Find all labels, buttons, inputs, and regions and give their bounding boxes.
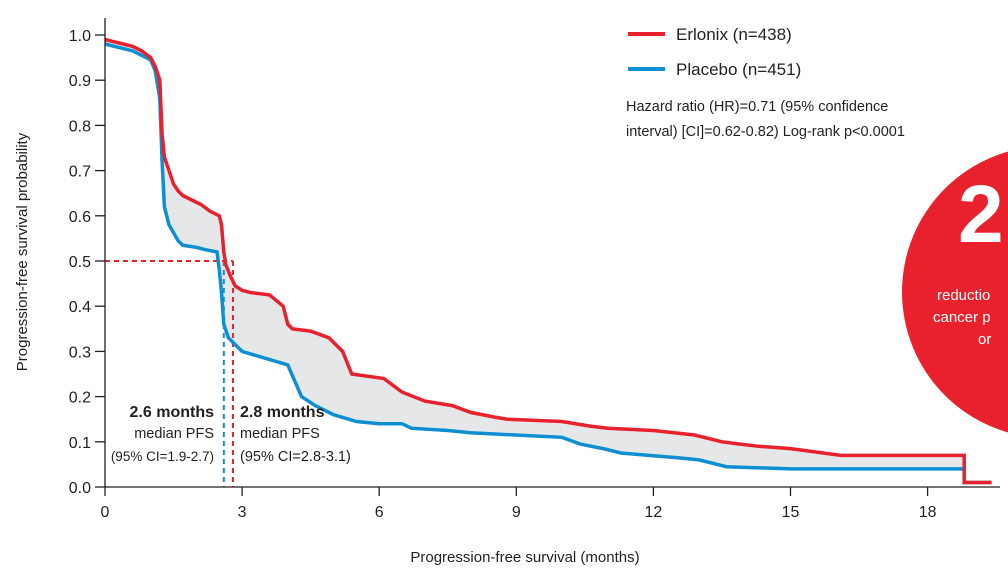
x-axis-title: Progression-free survival (months): [410, 549, 639, 566]
median-label-erlonix: 2.8 months median PFS (95% CI=2.8-3.1): [240, 404, 351, 465]
y-axis-ticks: 0.0 0.1 0.2 0.3 0.4 0.5 0.6 0.7 0.8 0.9 1.0: [69, 28, 105, 497]
y-tick-label: 0.4: [69, 299, 91, 316]
y-tick-label: 0.1: [69, 435, 91, 452]
x-tick-label: 6: [375, 504, 384, 521]
y-tick-label: 0.8: [69, 118, 91, 135]
x-tick-label: 12: [645, 504, 663, 521]
median-ci-placebo: (95% CI=1.9-2.7): [111, 449, 214, 464]
legend-label-placebo: Placebo (n=451): [676, 60, 801, 79]
y-tick-label: 0.0: [69, 480, 91, 497]
hazard-ratio-line-2: interval) [CI]=0.62-0.82) Log-rank p<0.0…: [626, 124, 905, 140]
series-line-erlonix: [104, 37, 992, 485]
y-tick-label: 0.5: [69, 254, 91, 271]
y-axis-title: Progression-free survival probability: [14, 132, 31, 371]
difference-fill: [105, 39, 992, 483]
median-sub-erlonix: median PFS: [240, 426, 320, 442]
y-tick-label: 0.9: [69, 73, 91, 90]
x-tick-label: 18: [919, 504, 937, 521]
median-value-erlonix: 2.8 months: [240, 404, 325, 421]
badge-number: 2: [958, 169, 1004, 260]
badge-line-1: reductio: [937, 287, 990, 304]
median-sub-placebo: median PFS: [134, 426, 214, 442]
x-tick-label: 15: [782, 504, 800, 521]
y-tick-label: 0.6: [69, 209, 91, 226]
badge-circle: [902, 151, 1008, 433]
y-tick-label: 0.3: [69, 344, 91, 361]
y-tick-label: 0.7: [69, 164, 91, 181]
y-tick-label: 0.2: [69, 390, 91, 407]
median-ci-erlonix: (95% CI=2.8-3.1): [240, 449, 351, 465]
hazard-ratio-line-1: Hazard ratio (HR)=0.71 (95% confidence: [626, 99, 888, 115]
badge-line-2: cancer p: [933, 309, 991, 326]
y-tick-label: 1.0: [69, 28, 91, 45]
x-tick-label: 9: [512, 504, 521, 521]
x-axis-ticks: 0 3 6 9 12 15 18: [101, 487, 937, 521]
x-tick-label: 3: [238, 504, 247, 521]
reduction-badge: 2 reductio cancer p or: [902, 151, 1008, 433]
x-tick-label: 0: [101, 504, 110, 521]
legend: Erlonix (n=438) Placebo (n=451): [628, 25, 801, 79]
badge-line-3: or: [978, 331, 991, 348]
median-label-placebo: 2.6 months median PFS (95% CI=1.9-2.7): [111, 404, 214, 464]
median-value-placebo: 2.6 months: [130, 404, 215, 421]
legend-label-erlonix: Erlonix (n=438): [676, 25, 792, 44]
